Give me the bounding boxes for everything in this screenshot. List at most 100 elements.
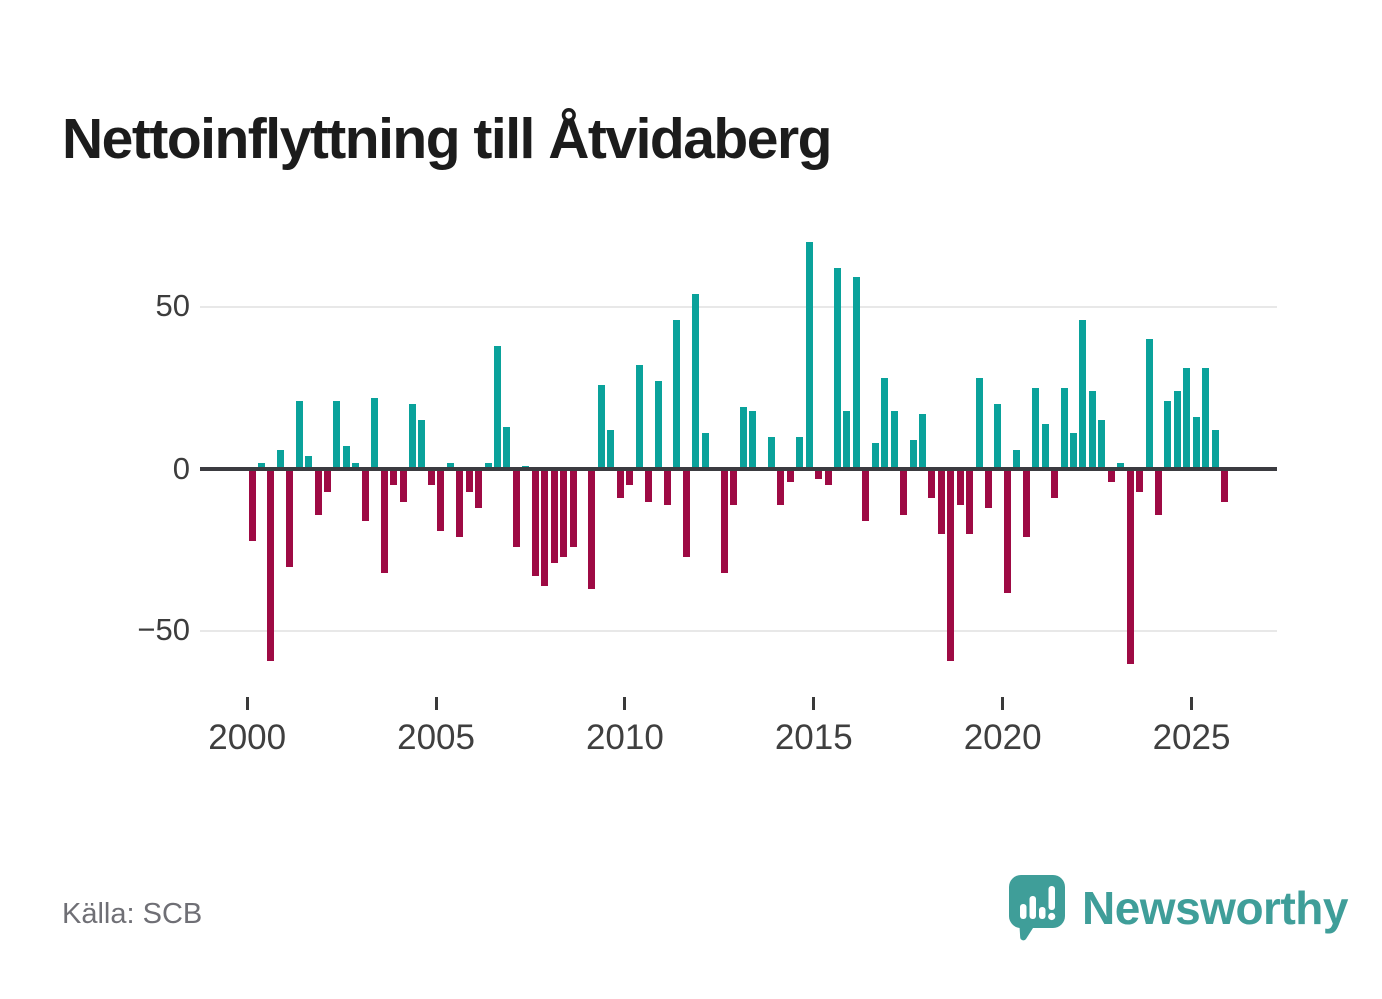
bar-2023Q1 bbox=[1117, 462, 1125, 469]
bar-2015Q1 bbox=[815, 469, 823, 479]
x-tick-label-2015: 2015 bbox=[774, 718, 853, 757]
x-tick-label-2010: 2010 bbox=[585, 718, 664, 757]
x-tick-mark-2005 bbox=[434, 697, 438, 710]
chart-title: Nettoinflyttning till Åtvidaberg bbox=[62, 107, 832, 172]
x-tick-mark-2010 bbox=[623, 697, 627, 710]
newsworthy-logo-icon bbox=[1008, 875, 1065, 941]
bar-2012Q1 bbox=[701, 433, 709, 469]
bar-2004Q3 bbox=[418, 420, 426, 469]
bar-2005Q2 bbox=[446, 462, 454, 469]
bar-2021Q4 bbox=[1070, 433, 1078, 469]
bar-2015Q4 bbox=[843, 410, 851, 469]
bar-2023Q2 bbox=[1126, 469, 1134, 664]
bar-2002Q3 bbox=[342, 446, 350, 469]
bar-2008Q3 bbox=[569, 469, 577, 547]
bar-2002Q1 bbox=[324, 469, 332, 492]
bar-2000Q4 bbox=[276, 449, 284, 469]
bar-2022Q3 bbox=[1098, 420, 1106, 469]
bar-2016Q4 bbox=[881, 378, 889, 469]
bar-2010Q1 bbox=[626, 469, 634, 486]
bar-2017Q1 bbox=[890, 410, 898, 469]
bar-2019Q3 bbox=[985, 469, 993, 508]
bar-2021Q3 bbox=[1060, 387, 1068, 469]
bar-2023Q3 bbox=[1136, 469, 1144, 492]
bar-2001Q2 bbox=[295, 400, 303, 469]
bar-2007Q4 bbox=[541, 469, 549, 586]
bar-2025Q4 bbox=[1221, 469, 1229, 502]
bar-2013Q1 bbox=[739, 407, 747, 469]
bar-2001Q3 bbox=[305, 456, 313, 469]
bar-2020Q1 bbox=[1003, 469, 1011, 593]
x-tick-label-2000: 2000 bbox=[208, 718, 287, 757]
bar-2011Q3 bbox=[682, 469, 690, 557]
bar-2011Q4 bbox=[692, 293, 700, 469]
brand-logo: Newsworthy bbox=[1008, 874, 1348, 942]
gridline-plus50 bbox=[200, 306, 1277, 308]
bar-2024Q2 bbox=[1164, 400, 1172, 469]
bar-2015Q2 bbox=[824, 469, 832, 486]
bar-2008Q2 bbox=[560, 469, 568, 557]
bar-2013Q4 bbox=[767, 436, 775, 469]
bar-2018Q2 bbox=[937, 469, 945, 534]
bar-2024Q4 bbox=[1183, 368, 1191, 469]
zero-axis-line bbox=[200, 467, 1277, 471]
bar-2017Q3 bbox=[909, 439, 917, 469]
bar-2020Q4 bbox=[1032, 387, 1040, 469]
x-tick-mark-2015 bbox=[812, 697, 816, 710]
bar-2013Q2 bbox=[748, 410, 756, 469]
x-tick-mark-2000 bbox=[245, 697, 249, 710]
bar-2012Q3 bbox=[720, 469, 728, 573]
bar-2023Q4 bbox=[1145, 339, 1153, 469]
bar-2010Q2 bbox=[635, 365, 643, 469]
bar-2003Q4 bbox=[390, 469, 398, 486]
y-tick-label-50: 50 bbox=[155, 288, 190, 323]
bar-2005Q1 bbox=[437, 469, 445, 531]
bar-2022Q4 bbox=[1107, 469, 1115, 482]
bar-2003Q1 bbox=[361, 469, 369, 521]
x-tick-label-2005: 2005 bbox=[397, 718, 475, 757]
bar-2010Q4 bbox=[654, 381, 662, 469]
bar-2021Q1 bbox=[1041, 423, 1049, 469]
bar-2006Q1 bbox=[475, 469, 483, 508]
bar-2019Q1 bbox=[966, 469, 974, 534]
bar-2019Q2 bbox=[975, 378, 983, 469]
bar-2018Q4 bbox=[956, 469, 964, 505]
bar-2025Q2 bbox=[1202, 368, 1210, 469]
bar-2000Q1 bbox=[248, 469, 256, 541]
bar-2002Q2 bbox=[333, 400, 341, 469]
brand-name: Newsworthy bbox=[1082, 882, 1348, 934]
bar-2005Q3 bbox=[456, 469, 464, 538]
bar-2006Q4 bbox=[503, 426, 511, 469]
bar-2011Q1 bbox=[663, 469, 671, 505]
x-tick-label-2020: 2020 bbox=[963, 718, 1042, 757]
bar-2016Q2 bbox=[862, 469, 870, 521]
bar-2009Q4 bbox=[616, 469, 624, 499]
bar-2004Q4 bbox=[427, 469, 435, 486]
bar-2024Q1 bbox=[1155, 469, 1163, 515]
bar-2014Q1 bbox=[777, 469, 785, 505]
bar-2000Q3 bbox=[267, 469, 275, 661]
bar-2020Q3 bbox=[1022, 469, 1030, 538]
bar-2019Q4 bbox=[994, 404, 1002, 469]
bar-2006Q2 bbox=[484, 462, 492, 469]
x-tick-label-2025: 2025 bbox=[1152, 718, 1231, 757]
bar-2025Q1 bbox=[1192, 417, 1200, 469]
bar-2007Q1 bbox=[512, 469, 520, 547]
bar-2014Q3 bbox=[796, 436, 804, 469]
bar-2022Q2 bbox=[1088, 391, 1096, 469]
bar-2007Q3 bbox=[531, 469, 539, 577]
bar-2006Q3 bbox=[494, 345, 502, 469]
bar-2016Q3 bbox=[871, 443, 879, 469]
bar-2017Q2 bbox=[900, 469, 908, 515]
bar-2009Q2 bbox=[597, 384, 605, 469]
bar-2001Q1 bbox=[286, 469, 294, 567]
bar-2022Q1 bbox=[1079, 319, 1087, 469]
bar-2018Q1 bbox=[928, 469, 936, 499]
bar-2018Q3 bbox=[947, 469, 955, 661]
bar-2020Q2 bbox=[1013, 449, 1021, 469]
bar-2005Q4 bbox=[465, 469, 473, 492]
bar-2012Q4 bbox=[730, 469, 738, 505]
bar-2003Q3 bbox=[380, 469, 388, 573]
bar-2000Q2 bbox=[257, 462, 265, 469]
bar-2009Q1 bbox=[588, 469, 596, 590]
